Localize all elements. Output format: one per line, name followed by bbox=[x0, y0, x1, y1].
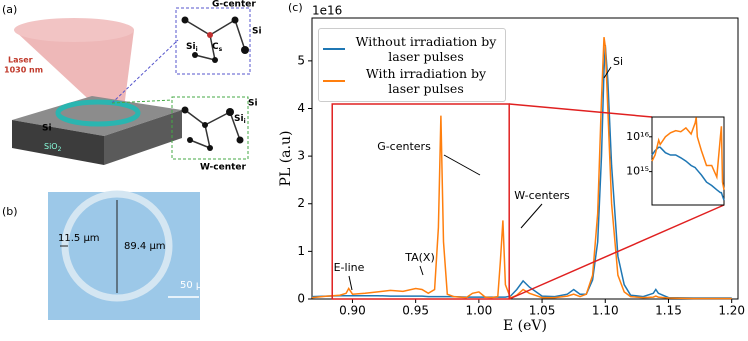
x-tick-label: 0.95 bbox=[402, 304, 429, 318]
y-tick-label: 10¹⁵ bbox=[626, 165, 649, 178]
atoms bbox=[181, 16, 249, 151]
panel-label: (b) bbox=[2, 205, 18, 218]
line bbox=[311, 36, 732, 300]
legend: Without irradiation by laser pulses With … bbox=[318, 28, 506, 102]
legend-label: Without irradiation by laser pulses bbox=[355, 34, 497, 64]
label: 11.5 µm bbox=[58, 233, 100, 244]
zoom-box bbox=[331, 103, 510, 300]
w-box bbox=[171, 96, 249, 160]
y-tick-label: 4 bbox=[297, 101, 305, 115]
annotation-arrow bbox=[520, 203, 543, 229]
g-box bbox=[175, 7, 251, 75]
annotation: E-line bbox=[334, 261, 365, 274]
annotation-arrow bbox=[603, 66, 612, 79]
y-tick-label: 0 bbox=[297, 292, 305, 306]
label: W-center bbox=[200, 163, 247, 173]
inset-frame bbox=[651, 116, 725, 206]
y-tick-label: 5 bbox=[297, 53, 305, 67]
legend-swatch bbox=[323, 80, 345, 82]
x-tick-label: 1.15 bbox=[655, 304, 682, 318]
zoom-connector bbox=[508, 204, 725, 300]
x-tick-label: 0.90 bbox=[339, 304, 366, 318]
slab-side bbox=[104, 110, 182, 165]
x-tick-label: 1.20 bbox=[718, 304, 745, 318]
connector bbox=[111, 99, 173, 104]
panel-label: (c) bbox=[288, 1, 303, 14]
y-tick-label: 2 bbox=[297, 196, 305, 210]
label: Laser bbox=[8, 56, 33, 65]
label: Sii bbox=[234, 114, 246, 125]
line bbox=[651, 146, 725, 201]
legend-entry: With irradiation by laser pulses bbox=[323, 66, 501, 96]
y-tick-label: 1 bbox=[297, 244, 305, 258]
offset-label: 1e16 bbox=[312, 4, 342, 18]
annotation: W-centers bbox=[514, 189, 570, 202]
legend-swatch bbox=[323, 48, 345, 50]
label: 50 µm bbox=[180, 280, 212, 291]
panel-label: (a) bbox=[2, 3, 17, 16]
label: Si bbox=[248, 99, 258, 109]
legend-entry: Without irradiation by laser pulses bbox=[323, 34, 501, 64]
zoom-connector bbox=[509, 103, 653, 118]
annotation: G-centers bbox=[377, 140, 431, 153]
slab-side bbox=[12, 120, 104, 165]
label: SiO2 bbox=[44, 142, 62, 153]
label: G-center bbox=[212, 0, 256, 10]
slab-top bbox=[12, 96, 182, 136]
x-tick-label: 1.05 bbox=[529, 304, 556, 318]
label: Si bbox=[42, 124, 52, 134]
y-tick-label: 3 bbox=[297, 149, 305, 163]
label: Si bbox=[252, 27, 262, 37]
laser-cone bbox=[14, 30, 134, 108]
y-axis-label: PL (a.u) bbox=[278, 131, 294, 187]
annotation-arrow bbox=[443, 154, 481, 176]
x-tick-label: 1.10 bbox=[592, 304, 619, 318]
label: Sii bbox=[186, 42, 198, 53]
carbon-atom bbox=[207, 32, 213, 38]
cone-top bbox=[14, 18, 134, 42]
y-tick-label: 10¹⁶ bbox=[626, 130, 649, 143]
legend-label: With irradiation by laser pulses bbox=[365, 66, 487, 96]
line bbox=[311, 45, 732, 299]
annotation: Si bbox=[613, 55, 623, 68]
annotation: TA(X) bbox=[404, 251, 435, 264]
lattice bbox=[184, 19, 246, 149]
annotation-arrow bbox=[348, 275, 353, 291]
x-axis-label: E (eV) bbox=[503, 318, 547, 334]
label: 89.4 µm bbox=[124, 241, 166, 252]
plot-frame bbox=[311, 17, 739, 300]
x-tick-label: 1.00 bbox=[466, 304, 493, 318]
ring bbox=[55, 99, 141, 127]
label: 1030 nm bbox=[4, 66, 43, 75]
connector bbox=[111, 39, 179, 104]
line bbox=[651, 117, 725, 190]
annotation-arrow bbox=[419, 265, 424, 276]
label: Cs bbox=[212, 42, 223, 53]
